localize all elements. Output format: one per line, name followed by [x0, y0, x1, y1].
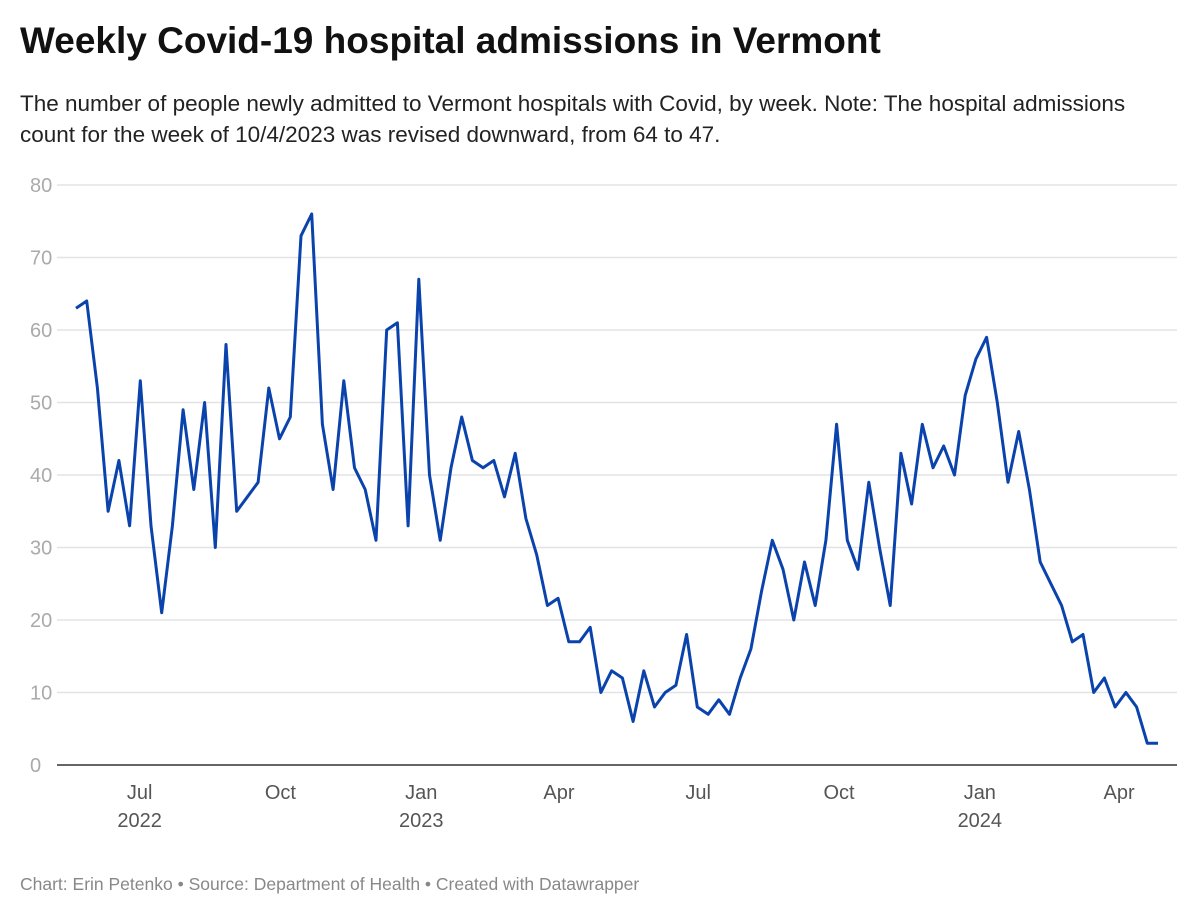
chart-footer: Chart: Erin Petenko • Source: Department…	[20, 874, 640, 894]
x-tick-label: Apr	[543, 782, 574, 804]
y-tick-label: 50	[30, 393, 52, 415]
chart-title: Weekly Covid-19 hospital admissions in V…	[20, 20, 881, 61]
y-tick-label: 10	[30, 683, 52, 705]
y-tick-label: 70	[30, 248, 52, 270]
x-tick-label: Jul	[127, 782, 153, 804]
x-tick-year-label: 2024	[958, 810, 1003, 832]
x-tick-year-label: 2022	[117, 810, 162, 832]
x-tick-year-label: 2023	[399, 810, 444, 832]
y-tick-label: 80	[30, 175, 52, 197]
y-tick-label: 60	[30, 320, 52, 342]
x-tick-label: Apr	[1104, 782, 1135, 804]
x-tick-label: Jan	[964, 782, 996, 804]
y-tick-label: 40	[30, 465, 52, 487]
x-tick-label: Jul	[685, 782, 711, 804]
admissions-line	[75, 212, 1158, 745]
x-tick-label: Oct	[265, 782, 297, 804]
x-tick-label: Oct	[823, 782, 855, 804]
x-tick-label: Jan	[405, 782, 437, 804]
y-tick-label: 0	[30, 755, 41, 777]
y-tick-label: 30	[30, 538, 52, 560]
chart-subtitle: The number of people newly admitted to V…	[20, 91, 1126, 147]
y-tick-label: 20	[30, 610, 52, 632]
